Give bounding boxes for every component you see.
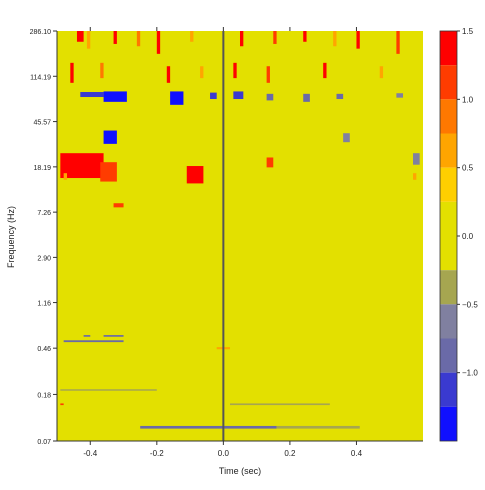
heatmap-cell [266, 66, 270, 83]
heatmap-cell [413, 153, 420, 165]
colorbar-bin [440, 167, 457, 202]
y-tick-label: 1.16 [37, 301, 51, 308]
heatmap-cell [113, 31, 117, 44]
heatmap-cell [140, 425, 277, 429]
heatmap-cell [276, 425, 360, 429]
colorbar-bin [440, 338, 457, 373]
heatmap-cell [136, 31, 141, 47]
colorbar-bin [440, 201, 457, 236]
heatmap-cell [166, 66, 171, 83]
heatmap-cell [63, 173, 67, 180]
heatmap-cell [303, 93, 310, 102]
heatmap-cell [100, 162, 117, 182]
heatmap-cell [379, 66, 384, 79]
y-axis-label: Frequency (Hz) [6, 206, 16, 268]
colorbar-bin [440, 236, 457, 271]
heatmap-cell [266, 93, 274, 101]
heatmap-cell [233, 91, 244, 100]
colorbar-tick-label: 1.0 [462, 95, 474, 104]
y-tick-label: 0.07 [37, 439, 51, 446]
colorbar-bin [440, 31, 457, 66]
heatmap-cell [60, 153, 104, 179]
heatmap-cell [210, 92, 217, 100]
heatmap-cell [323, 62, 327, 79]
heatmap-cell [396, 93, 404, 98]
heatmap-cell [76, 31, 84, 42]
heatmap-cell [186, 166, 204, 184]
heatmap-cell [103, 91, 127, 102]
colorbar-bin [440, 372, 457, 407]
heatmap-cell [63, 340, 124, 343]
heatmap-cell [103, 130, 117, 144]
x-tick-label: 0.2 [284, 449, 296, 458]
colorbar-bin [440, 133, 457, 168]
x-tick-label: -0.4 [83, 449, 97, 458]
heatmap-cell [233, 62, 237, 79]
x-tick-label: 0.0 [218, 449, 230, 458]
y-tick-label: 7.26 [37, 210, 51, 217]
y-tick-label: 2.90 [37, 255, 51, 262]
heatmap-cell [170, 91, 184, 105]
colorbar-bin [440, 99, 457, 134]
heatmap-cell [343, 133, 350, 143]
heatmap-cell [396, 31, 400, 54]
y-tick-label: 0.46 [37, 346, 51, 353]
heatmap-cell [86, 31, 91, 49]
colorbar-bin [440, 65, 457, 100]
y-tick-label: 114.19 [30, 74, 51, 81]
heatmap-cell [100, 62, 104, 79]
heatmap-cell [190, 31, 194, 42]
y-tick-label: 286.10 [30, 29, 52, 36]
colorbar-tick-label: 1.5 [462, 27, 474, 36]
heatmap-cell [273, 31, 277, 44]
heatmap-cell [303, 31, 307, 42]
colorbar-tick-label: −0.5 [462, 300, 478, 309]
heatmap-cell [336, 93, 344, 100]
heatmap-cell [80, 92, 104, 98]
heatmap-cell [113, 203, 124, 208]
heatmap-cell [70, 62, 74, 83]
heatmap-cell [333, 31, 337, 47]
heatmap-cell [156, 31, 161, 54]
y-tick-label: 0.18 [37, 392, 51, 399]
y-tick-label: 45.57 [33, 120, 51, 127]
colorbar-tick-label: 0.5 [462, 164, 474, 173]
heatmap-cell [60, 403, 64, 406]
colorbar-bin [440, 304, 457, 339]
heatmap-cell [103, 335, 124, 337]
x-tick-label: 0.4 [351, 449, 363, 458]
heatmap-cell [266, 157, 274, 168]
colorbar-bin [440, 270, 457, 305]
heatmap-cell [230, 403, 330, 406]
heatmap-cell [240, 31, 244, 47]
heatmap-cell [200, 66, 204, 79]
colorbar-tick-label: −1.0 [462, 369, 478, 378]
x-axis-label: Time (sec) [219, 466, 261, 476]
heatmap-cell [83, 335, 91, 337]
y-tick-label: 18.19 [33, 165, 51, 172]
heatmap-cell [60, 389, 157, 391]
colorbar-tick-label: 0.0 [462, 232, 474, 241]
heatmap-cell [356, 31, 360, 49]
x-tick-label: -0.2 [150, 449, 164, 458]
heatmap-cell [413, 173, 417, 180]
colorbar-bin [440, 406, 457, 441]
